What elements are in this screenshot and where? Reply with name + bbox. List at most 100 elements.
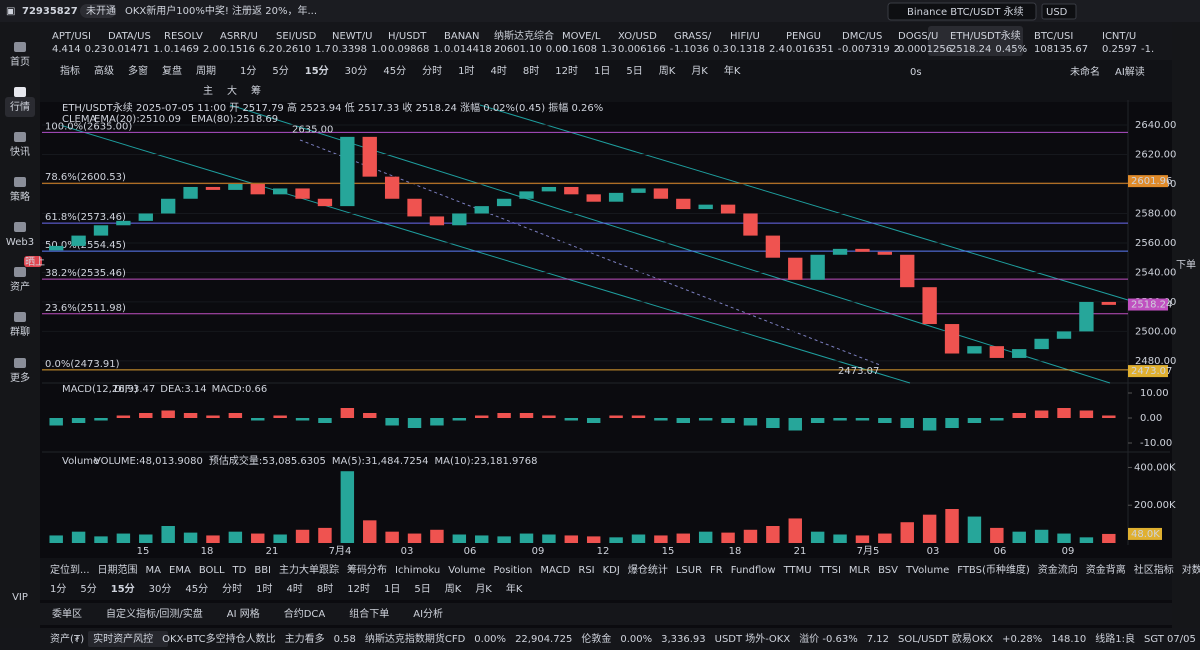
ticker-name[interactable]: ETH/USDT永续 xyxy=(950,29,1021,42)
indicator-tab[interactable]: BBI xyxy=(254,565,271,576)
interval-button[interactable]: 1分 xyxy=(240,65,256,77)
indicator-tab[interactable]: LSUR xyxy=(676,565,702,576)
ticker-change[interactable]: 1.7 xyxy=(315,44,331,55)
toolbar-button[interactable]: 指标 xyxy=(60,64,80,77)
toolbar-button[interactable]: 周期 xyxy=(196,65,216,77)
ticker-price[interactable]: 0.1608 xyxy=(562,44,597,55)
interval-button[interactable]: 1分 xyxy=(50,583,66,595)
ticker-change[interactable]: - xyxy=(670,44,674,55)
ticker-name[interactable]: XO/USD xyxy=(618,31,657,42)
ticker-change[interactable]: 6.2 xyxy=(259,44,275,55)
ticker-change[interactable]: 0.3 xyxy=(713,44,729,55)
ticker-change[interactable]: 1. xyxy=(433,44,443,55)
indicator-tab[interactable]: KDJ xyxy=(603,565,620,576)
indicator-tab[interactable]: BSV xyxy=(878,565,898,576)
ticker-name[interactable]: APT/USI xyxy=(52,31,91,42)
indicator-tab[interactable]: 定位到... xyxy=(50,563,90,576)
toolbar-right[interactable]: 0s xyxy=(910,67,922,78)
interval-button[interactable]: 4时 xyxy=(287,583,303,595)
indicator-tab[interactable]: MA xyxy=(146,565,162,576)
bottom-tab[interactable]: 自定义指标/回测/实盘 xyxy=(106,607,203,620)
indicator-tab[interactable]: MACD xyxy=(540,565,570,576)
interval-button[interactable]: 分时 xyxy=(422,65,442,77)
ticker-price[interactable]: 2518.24 xyxy=(950,44,991,55)
ticker-name[interactable]: MOVE/L xyxy=(562,31,601,42)
ticker-price[interactable]: 4.414 xyxy=(52,44,81,55)
indicator-tab[interactable]: TD xyxy=(232,565,247,576)
currency[interactable]: USD xyxy=(1046,7,1068,18)
ticker-price[interactable]: 0.1318 xyxy=(730,44,765,55)
interval-button[interactable]: 5日 xyxy=(414,584,430,595)
ticker-price[interactable]: 0.2610 xyxy=(276,44,311,55)
indicator-tab[interactable]: TTMU xyxy=(783,565,812,576)
indicator-tab[interactable]: Volume xyxy=(448,565,485,576)
interval-button[interactable]: 5分 xyxy=(80,583,96,595)
interval-button[interactable]: 1日 xyxy=(594,66,610,77)
bottom-tab[interactable]: AI 网格 xyxy=(227,607,260,620)
indicator-tab[interactable]: FR xyxy=(710,565,723,576)
search-box[interactable] xyxy=(887,2,1037,21)
sidebar-item[interactable]: 快讯 xyxy=(10,146,30,158)
sidebar-item[interactable]: 资产 xyxy=(10,280,30,293)
ticker-price[interactable]: 1.1036 xyxy=(674,44,709,55)
indicator-tab[interactable]: 主力大单跟踪 xyxy=(279,563,339,576)
ticker-name[interactable]: DMC/US xyxy=(842,31,882,42)
indicator-tab[interactable]: TVolume xyxy=(905,565,949,576)
toolbar-button[interactable]: 多窗 xyxy=(128,64,148,77)
bottom-tab[interactable]: 合约DCA xyxy=(284,607,326,620)
ticker-change[interactable]: 1.3 xyxy=(601,44,617,55)
interval-button[interactable]: 分时 xyxy=(222,583,242,595)
ticker-price[interactable]: 0.0001256 xyxy=(898,44,952,55)
indicator-tab[interactable]: 日期范围 xyxy=(98,563,138,576)
ticker-name[interactable]: BANAN xyxy=(444,31,480,42)
indicator-tab[interactable]: FTBS(币种维度) xyxy=(957,563,1030,576)
ticker-change[interactable]: -1. xyxy=(1141,44,1154,55)
indicator-tab[interactable]: 对数 xyxy=(1182,563,1200,576)
right-sidebar-label[interactable]: 下单 xyxy=(1176,259,1196,271)
interval-button[interactable]: 30分 xyxy=(345,65,368,77)
toolbar-button[interactable]: 复盘 xyxy=(162,64,182,77)
indicator-tab[interactable]: Position xyxy=(493,565,532,576)
sidebar-item[interactable]: 行情 xyxy=(10,100,30,113)
draw-tool[interactable]: 大 xyxy=(227,84,237,97)
indicator-tab[interactable]: TTSI xyxy=(819,565,841,576)
interval-button[interactable]: 周K xyxy=(445,583,462,595)
ticker-name[interactable]: ASRR/U xyxy=(220,31,258,42)
interval-button[interactable]: 1时 xyxy=(256,583,272,595)
ticker-change[interactable]: - xyxy=(496,44,500,55)
interval-button[interactable]: 5日 xyxy=(626,66,642,77)
ticker-price[interactable]: 20601.10 xyxy=(494,44,542,55)
indicator-tab[interactable]: MLR xyxy=(849,565,870,576)
bottom-tab[interactable]: 组合下单 xyxy=(349,607,389,620)
ticker-name[interactable]: RESOLV xyxy=(164,31,203,42)
interval-button[interactable]: 8时 xyxy=(317,583,333,595)
bottom-tab[interactable]: AI分析 xyxy=(413,607,443,620)
sidebar-item[interactable]: 群聊 xyxy=(10,325,30,338)
ticker-price[interactable]: 108135.67 xyxy=(1034,44,1088,55)
interval-button[interactable]: 15分 xyxy=(111,582,135,595)
ticker-change[interactable]: 0.45% xyxy=(995,44,1027,55)
ticker-price[interactable]: 0.1469 xyxy=(164,44,199,55)
ticker-price[interactable]: 0.2597 xyxy=(1102,44,1137,55)
status-button[interactable] xyxy=(88,631,168,647)
interval-button[interactable]: 周K xyxy=(659,65,676,77)
ticker-name[interactable]: DOGS/U xyxy=(898,31,938,42)
ticker-price[interactable]: 0.006166 xyxy=(618,44,666,55)
draw-tool[interactable]: 主 xyxy=(203,85,213,97)
ticker-change[interactable]: 1.0 xyxy=(371,44,387,55)
ticker-price[interactable]: 0.3398 xyxy=(332,44,367,55)
interval-button[interactable]: 15分 xyxy=(305,64,329,77)
interval-button[interactable]: 45分 xyxy=(185,583,208,595)
interval-button[interactable]: 5分 xyxy=(272,65,288,77)
ticker-price[interactable]: 0.1516 xyxy=(220,44,255,55)
ticker-name[interactable]: PENGU xyxy=(786,31,821,42)
ticker-change[interactable]: 2.0 xyxy=(203,44,219,55)
ticker-change[interactable]: 2. xyxy=(894,44,904,55)
sidebar-item[interactable]: Web3 xyxy=(6,237,34,248)
ticker-change[interactable]: 0.23 xyxy=(85,44,107,55)
interval-button[interactable]: 月K xyxy=(691,65,708,77)
sidebar-item[interactable]: 首页 xyxy=(10,55,30,68)
ticker-name[interactable]: ICNT/U xyxy=(1102,31,1136,42)
interval-button[interactable]: 1时 xyxy=(458,65,474,77)
bottom-tab[interactable]: 委单区 xyxy=(52,607,82,620)
